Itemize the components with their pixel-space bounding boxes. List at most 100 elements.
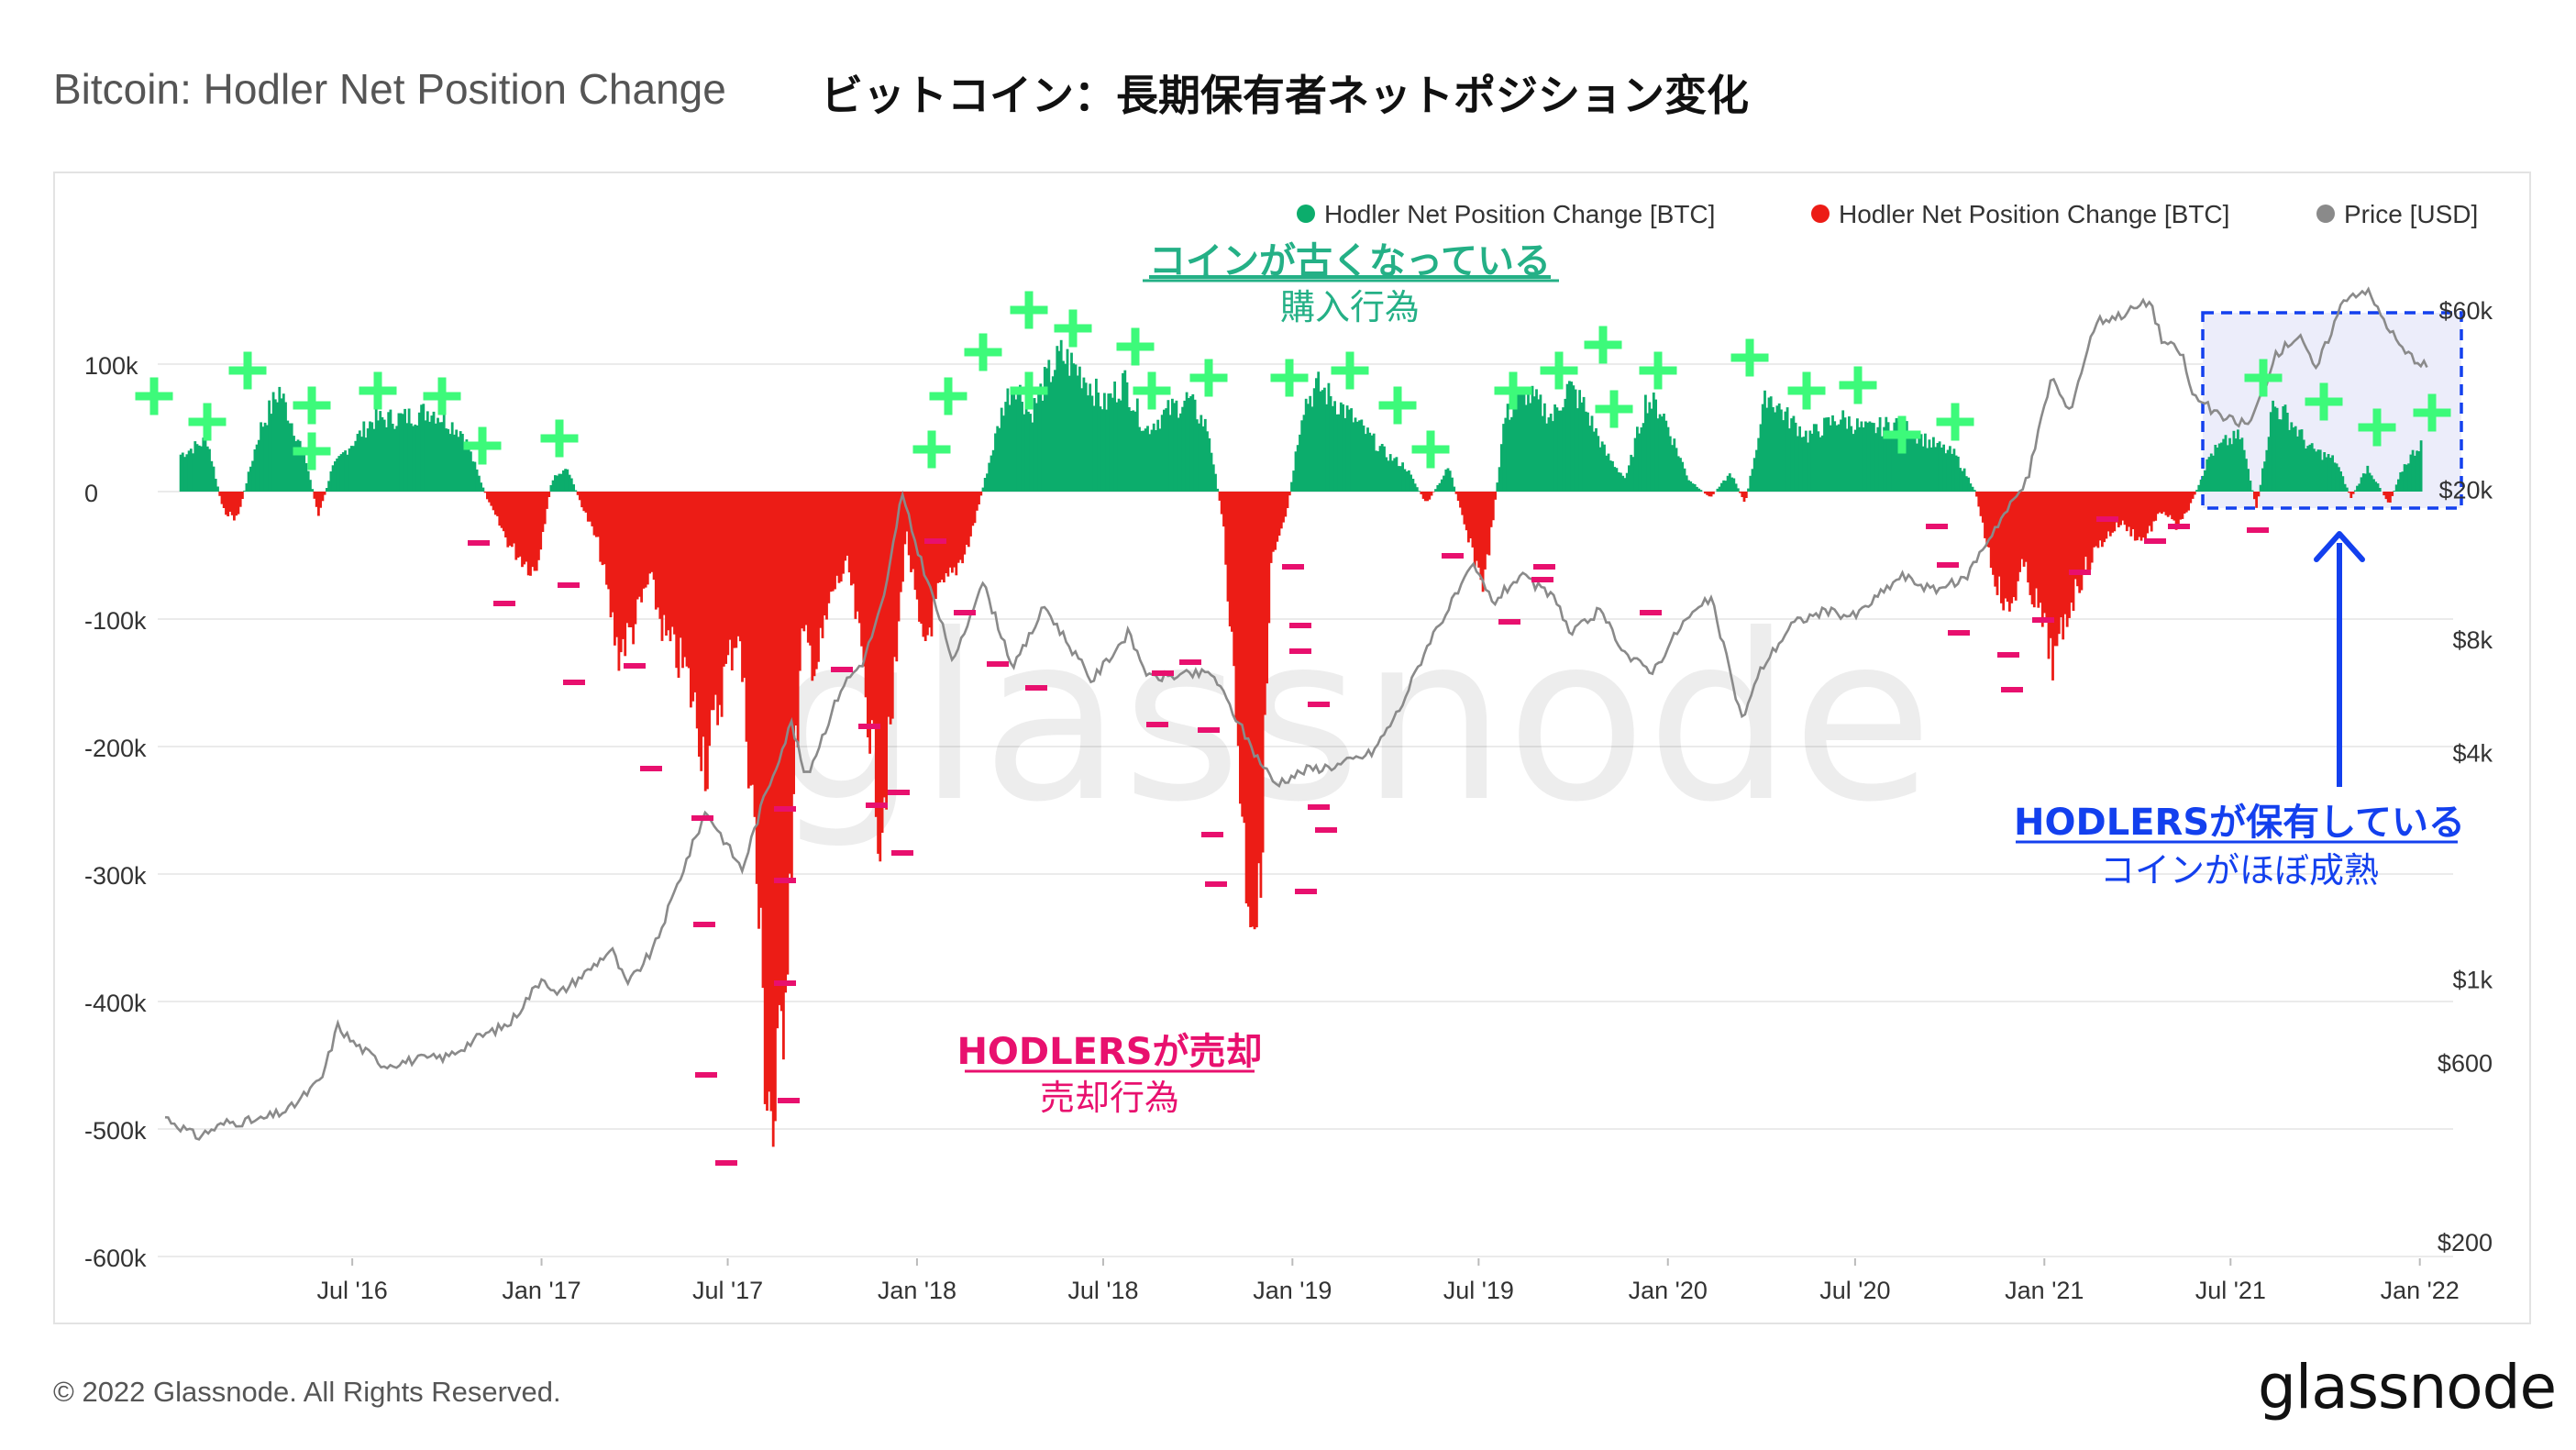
bar-positive [381, 416, 384, 492]
bar-positive [1144, 428, 1147, 492]
bar-negative [1708, 492, 1711, 497]
bar-negative [2125, 492, 2128, 532]
bar-positive [574, 490, 578, 492]
bar-negative [2093, 492, 2095, 548]
bar-negative [2095, 492, 2097, 547]
bar-negative [932, 492, 935, 597]
plus-marker [1054, 309, 1092, 348]
bar-positive [1532, 396, 1536, 492]
bar-negative [2006, 492, 2009, 603]
bar-positive [374, 408, 378, 492]
bar-positive [273, 399, 277, 492]
bar-negative [912, 492, 915, 570]
bar-negative [2000, 492, 2003, 603]
bar-positive [1631, 457, 1635, 492]
bar-positive [349, 446, 353, 492]
bar-negative [233, 492, 236, 521]
bar-positive [1350, 408, 1353, 492]
bar-positive [1654, 399, 1657, 492]
y-right-tick-label: $8k [2452, 626, 2493, 654]
bar-positive [1527, 387, 1530, 492]
bar-negative [1463, 492, 1466, 525]
bar-negative [2164, 492, 2168, 515]
bar-negative [238, 492, 242, 507]
bar-positive [268, 400, 271, 492]
bar-positive [1969, 483, 1973, 492]
plus-marker [1378, 386, 1417, 425]
bar-negative [235, 492, 238, 516]
bar-negative [2179, 492, 2182, 520]
bar-positive [1845, 428, 1849, 492]
bar-negative [2351, 492, 2355, 494]
bar-negative [882, 492, 886, 798]
bar-positive [1901, 416, 1905, 492]
bar-positive [1916, 443, 1918, 492]
bar-positive [447, 428, 450, 492]
bar-negative [2191, 492, 2195, 499]
bar-negative [2141, 492, 2145, 538]
bar-positive [1804, 430, 1808, 492]
annotation-sell-title: HODLERSが売却 [956, 1031, 1262, 1073]
bar-negative [319, 492, 322, 508]
bar-positive [261, 426, 265, 492]
bar-negative [850, 492, 853, 586]
bar-positive [1175, 400, 1178, 492]
bar-negative [492, 492, 495, 511]
bar-positive [1858, 426, 1862, 492]
plus-marker [293, 432, 331, 470]
bar-positive [1054, 370, 1056, 492]
glassnode-logo[interactable]: glassnode [2258, 1352, 2557, 1422]
bar-positive [1873, 423, 1875, 492]
bar-positive [2280, 419, 2283, 492]
bar-positive [438, 422, 442, 492]
watermark-text: glassnode [772, 585, 1933, 852]
bar-positive [1584, 411, 1587, 492]
bar-negative [1489, 492, 1493, 527]
bar-negative [640, 492, 643, 603]
bar-negative [1984, 492, 1986, 538]
bar-negative [726, 492, 730, 656]
bar-negative [831, 492, 835, 592]
bar-positive [1325, 404, 1328, 492]
bar-positive [294, 441, 298, 492]
bar-positive [1039, 383, 1043, 492]
bar-positive [562, 470, 565, 492]
bar-negative [323, 492, 326, 495]
bar-negative [1239, 492, 1242, 804]
bar-positive [566, 469, 569, 492]
y-left-tick-label: -600k [84, 1245, 147, 1272]
bar-negative [2018, 492, 2021, 572]
bar-negative [488, 492, 491, 503]
bar-positive [1755, 449, 1758, 492]
bar-negative [923, 492, 927, 641]
bar-negative [650, 492, 654, 572]
bar-negative [702, 492, 705, 737]
annotation-buy: コインが古くなっている 購入行為 [1143, 240, 1559, 327]
bar-negative [1244, 492, 1248, 903]
bar-negative [1430, 492, 1433, 496]
bar-negative [1456, 492, 1460, 501]
bar-positive [2259, 484, 2262, 492]
bar-positive [1519, 392, 1521, 492]
bar-positive [249, 466, 252, 492]
bar-positive [2209, 453, 2213, 492]
plus-marker [1639, 351, 1677, 390]
bar-positive [986, 473, 989, 492]
bar-positive [1621, 475, 1625, 492]
bar-negative [2181, 492, 2184, 519]
bar-negative [660, 492, 664, 641]
bar-negative [844, 492, 847, 561]
bar-positive [1864, 421, 1867, 492]
bar-positive [424, 420, 427, 492]
x-tick-label: Jan '21 [2005, 1277, 2084, 1304]
bar-positive [459, 431, 462, 492]
bar-positive [410, 423, 413, 492]
bar-negative [714, 492, 717, 695]
bar-negative [1259, 492, 1263, 898]
bar-positive [1062, 360, 1065, 492]
bar-negative [1263, 492, 1266, 715]
bar-positive [402, 414, 404, 492]
bar-positive [1798, 426, 1801, 492]
bar-negative [2389, 492, 2392, 503]
bar-positive [1370, 435, 1374, 492]
